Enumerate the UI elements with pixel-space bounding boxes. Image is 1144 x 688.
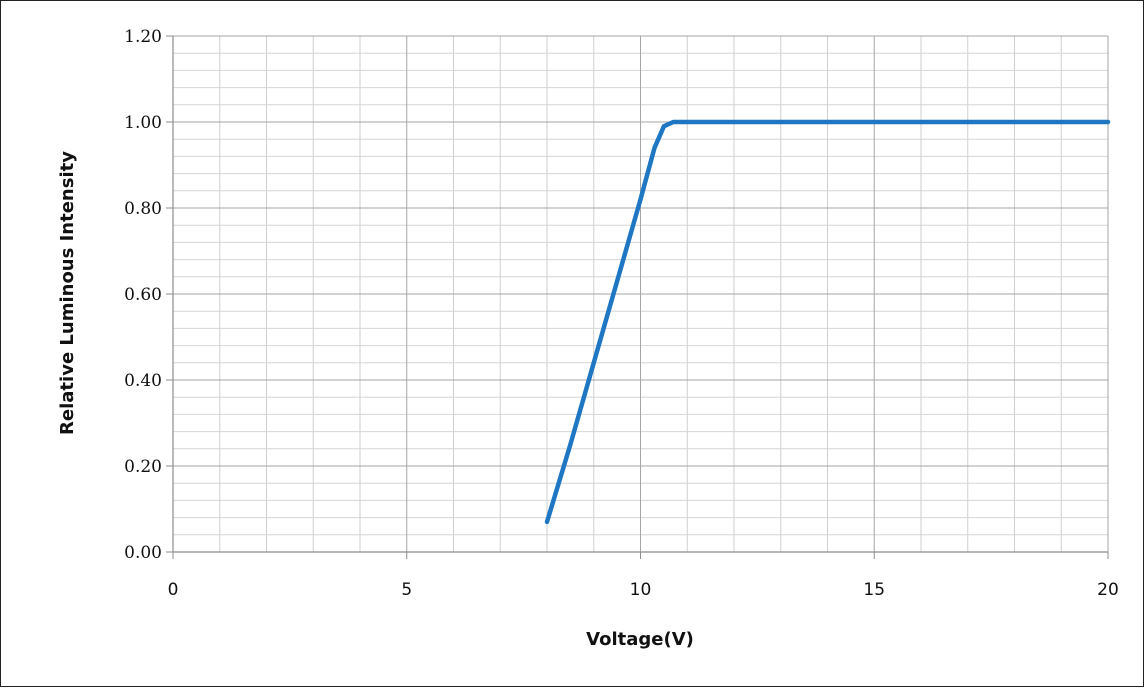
y-tick-label: 1.00 [124, 113, 162, 133]
x-tick-label: 20 [1097, 580, 1119, 600]
axes [166, 35, 1109, 559]
x-axis-title: Voltage(V) [586, 629, 694, 650]
y-tick-label: 0.20 [124, 457, 162, 477]
x-tick-label: 5 [401, 580, 412, 600]
x-tick-label: 10 [630, 580, 652, 600]
y-tick-label: 1.20 [124, 27, 162, 47]
y-tick-label: 0.00 [124, 543, 162, 563]
y-tick-label: 0.80 [124, 199, 162, 219]
y-tick-label: 0.60 [124, 285, 162, 305]
y-axis-title: Relative Luminous Intensity [57, 151, 78, 435]
x-tick-label: 0 [168, 580, 179, 600]
series-line [544, 119, 1111, 525]
series-lines [544, 119, 1111, 525]
x-tick-labels: 0 5 10 15 20 [168, 580, 1119, 600]
y-tick-label: 0.40 [124, 371, 162, 391]
x-tick-label: 15 [863, 580, 885, 600]
y-tick-labels: 0.00 0.20 0.40 0.60 0.80 1.00 1.20 [124, 27, 162, 563]
